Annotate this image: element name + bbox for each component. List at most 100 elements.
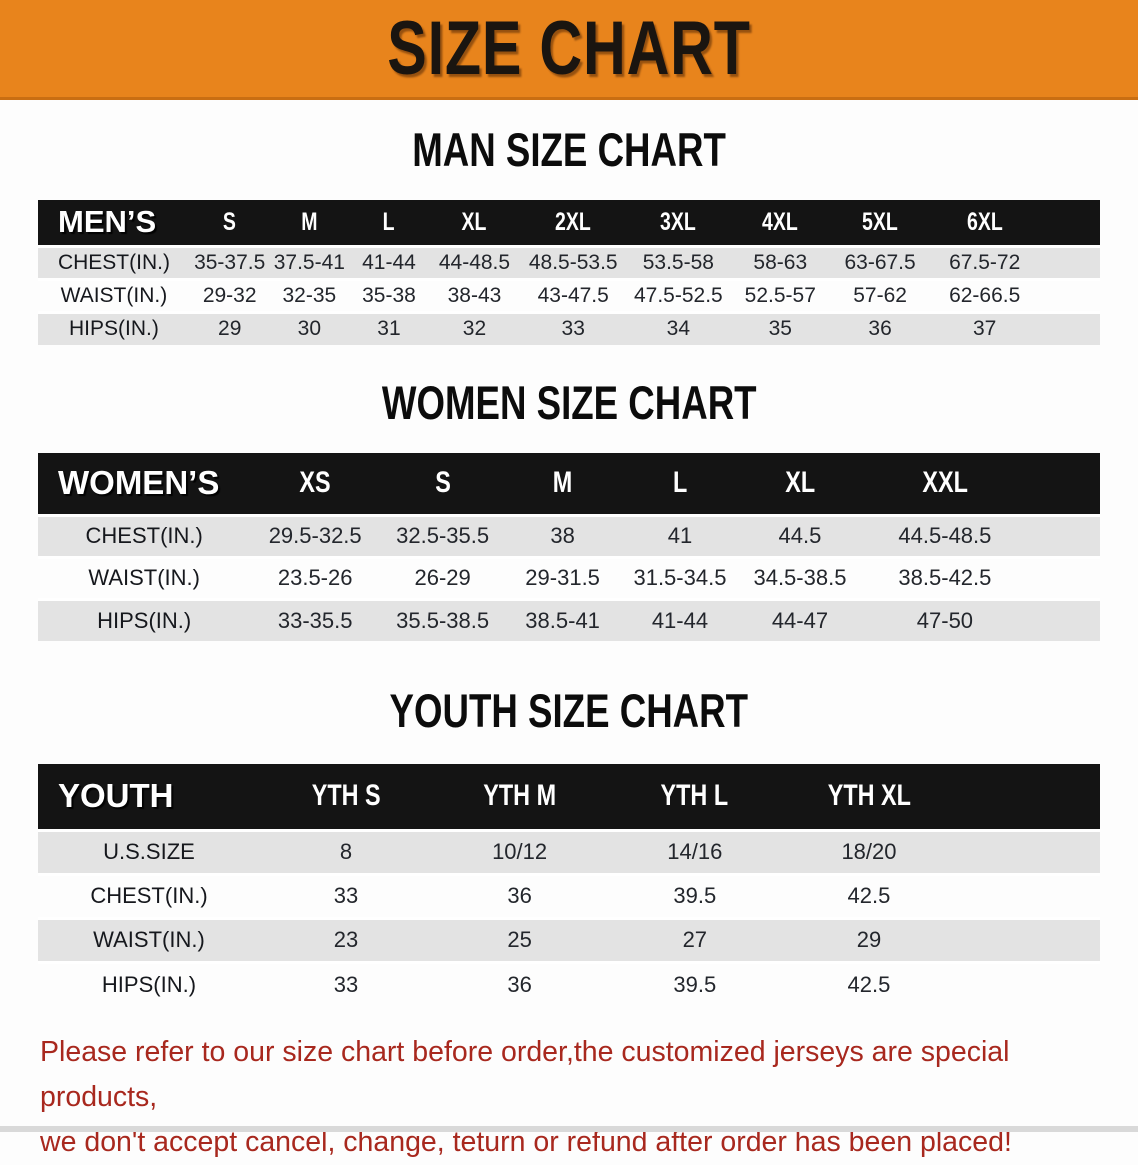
section-heading-text: MAN SIZE CHART	[412, 123, 726, 176]
size-value-cell: 48.5-53.5	[528, 250, 618, 274]
size-column-header-text: YTH L	[661, 779, 729, 813]
size-column-header-text: M	[301, 207, 318, 236]
size-column-header-text: 3XL	[660, 207, 697, 236]
size-value-cell: 38.5-41	[525, 607, 600, 633]
size-value-cell: 14/16	[667, 839, 723, 864]
spacer-cell	[1030, 515, 1100, 557]
size-column-header: 3XL	[626, 200, 730, 246]
size-value-cell: 63-67.5	[844, 250, 916, 274]
size-column-header: YTH XL	[782, 764, 955, 830]
size-value-cell: 36	[507, 883, 532, 908]
size-column-header-text: S	[223, 207, 237, 236]
size-column-header: YTH M	[432, 764, 607, 830]
measurement-row: CHEST(IN.) 29.5-32.5 32.5-35.5 38 41 44.5 44.5…	[38, 515, 1100, 557]
size-value-cell: 33-35.5	[277, 607, 353, 633]
size-value-cell: 8	[339, 839, 353, 864]
size-value-cell: 53.5-58	[642, 250, 714, 274]
section: MAN SIZE CHART MEN’S S M L XL 2XL 3XL 4XL 5XL 6XL C…	[0, 126, 1138, 345]
spacer-cell	[956, 918, 1100, 962]
size-column-header-text: YTH M	[483, 779, 556, 813]
size-value-cell: 38.5-42.5	[898, 565, 992, 590]
spacer-cell	[1039, 312, 1100, 345]
size-value-cell: 37.5-41	[273, 250, 345, 274]
size-column-header: 2XL	[520, 200, 626, 246]
size-column-header: 6XL	[930, 200, 1039, 246]
size-table: YOUTH YTH S YTH M YTH L YTH XL U.S.SIZE 8 10/12…	[38, 764, 1100, 1006]
row-label: HIPS(IN.)	[101, 971, 197, 997]
sections: MAN SIZE CHART MEN’S S M L XL 2XL 3XL 4XL 5XL 6XL C…	[0, 126, 1138, 1006]
size-column-header-text: M	[552, 466, 573, 500]
spacer-cell	[1039, 246, 1100, 279]
size-column-header: 4XL	[730, 200, 830, 246]
size-column-header-text: L	[672, 466, 688, 500]
spacer-cell	[1030, 599, 1100, 641]
table-header-row: YOUTH YTH S YTH M YTH L YTH XL	[38, 764, 1100, 830]
size-value-cell: 30	[297, 317, 322, 341]
size-value-cell: 10/12	[492, 839, 548, 864]
size-column-header: XL	[740, 453, 860, 515]
disclaimer: Please refer to our size chart before or…	[40, 1030, 1112, 1165]
size-value-cell: 44.5	[778, 523, 822, 548]
size-value-cell: 35-37.5	[194, 250, 266, 274]
size-column-header: XXL	[860, 453, 1030, 515]
section-heading-text: WOMEN SIZE CHART	[381, 376, 757, 429]
measurement-row: CHEST(IN.) 35-37.5 37.5-41 41-44 44-48.5 48.5…	[38, 246, 1100, 279]
size-value-cell: 33	[333, 883, 359, 908]
size-column-header-text: XXL	[922, 466, 968, 500]
spacer-cell	[1039, 200, 1100, 246]
spacer-cell	[1039, 279, 1100, 312]
size-column-header-text: XL	[784, 466, 815, 500]
group-label: YOUTH	[58, 777, 174, 815]
size-column-header-text: 2XL	[555, 207, 592, 236]
size-value-cell: 33	[561, 317, 585, 341]
size-value-cell: 29	[856, 927, 882, 952]
size-value-cell: 38-43	[447, 283, 502, 307]
size-value-cell: 62-66.5	[949, 283, 1021, 307]
size-column-header: S	[380, 453, 505, 515]
section-heading: WOMEN SIZE CHART	[0, 379, 1138, 426]
size-value-cell: 27	[682, 927, 708, 952]
size-value-cell: 32	[462, 317, 487, 341]
size-value-cell: 41-44	[362, 250, 416, 274]
table-header-row: MEN’S S M L XL 2XL 3XL 4XL 5XL 6XL	[38, 200, 1100, 246]
section-heading: YOUTH SIZE CHART	[0, 687, 1138, 734]
size-value-cell: 35	[768, 317, 792, 341]
group-label: MEN’S	[58, 204, 157, 240]
row-label: CHEST(IN.)	[57, 250, 170, 274]
size-value-cell: 31	[377, 317, 401, 341]
size-column-header: M	[270, 200, 350, 246]
measurement-row: WAIST(IN.) 23 25 27 29	[38, 918, 1100, 962]
size-value-cell: 32-35	[282, 283, 337, 307]
group-label: WOMEN’S	[58, 464, 220, 502]
measurement-row: HIPS(IN.) 29 30 31 32 33 34 35 36 37	[38, 312, 1100, 345]
size-value-cell: 41	[667, 523, 693, 548]
size-value-cell: 23.5-26	[277, 565, 353, 590]
size-column-header: L	[620, 453, 740, 515]
row-label: U.S.SIZE	[103, 839, 195, 864]
size-value-cell: 29.5-32.5	[268, 523, 362, 548]
measurement-row: U.S.SIZE 8 10/12 14/16 18/20	[38, 830, 1100, 874]
size-value-cell: 43-47.5	[537, 283, 609, 307]
size-column-header-text: 4XL	[762, 207, 799, 236]
size-value-cell: 58-63	[753, 250, 808, 274]
bottom-strip	[0, 1126, 1138, 1132]
section: WOMEN SIZE CHART WOMEN’S XS S M L XL XXL CHEST(I…	[0, 379, 1138, 641]
size-value-cell: 34	[666, 317, 691, 341]
size-column-header-text: 5XL	[862, 207, 898, 236]
spacer-cell	[956, 962, 1100, 1006]
size-table: WOMEN’S XS S M L XL XXL CHEST(IN.) 29.5-32.5 32.5…	[38, 453, 1100, 641]
size-column-header-text: S	[434, 466, 451, 500]
spacer-cell	[956, 830, 1100, 874]
size-column-header: YTH L	[607, 764, 782, 830]
size-value-cell: 38	[550, 523, 575, 548]
size-value-cell: 47.5-52.5	[633, 283, 723, 307]
row-label: HIPS(IN.)	[97, 607, 192, 633]
size-column-header-text: XS	[299, 466, 331, 500]
size-value-cell: 67.5-72	[949, 250, 1021, 274]
size-column-header-text: XL	[461, 207, 487, 236]
measurement-row: HIPS(IN.) 33 36 39.5 42.5	[38, 962, 1100, 1006]
size-value-cell: 42.5	[847, 971, 891, 997]
size-value-cell: 52.5-57	[744, 283, 816, 307]
size-value-cell: 32.5-35.5	[396, 523, 490, 548]
row-label: CHEST(IN.)	[85, 523, 203, 548]
